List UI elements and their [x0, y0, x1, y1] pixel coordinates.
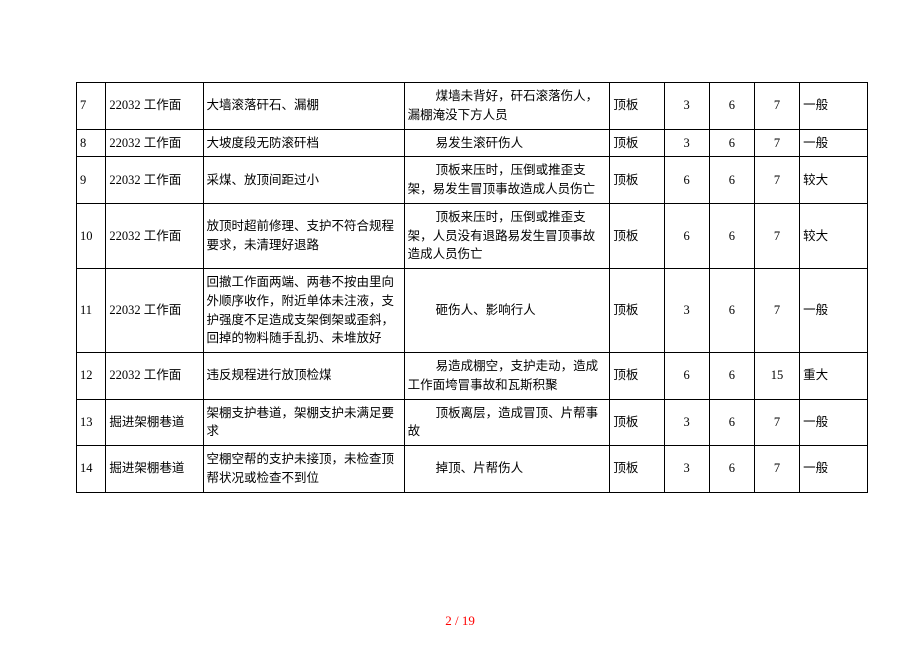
cell-level: 一般 — [800, 129, 868, 157]
cell-location: 22032 工作面 — [106, 129, 203, 157]
cell-C: 15 — [754, 353, 799, 400]
cell-E: 6 — [709, 157, 754, 204]
table-row: 1122032 工作面回撤工作面两端、两巷不按由里向外顺序收作，附近单体未注液，… — [77, 269, 868, 353]
cell-consequence: 易发生滚矸伤人 — [404, 129, 610, 157]
cell-hazard: 放顶时超前修理、支护不符合规程要求，未清理好退路 — [203, 203, 404, 268]
cell-level: 一般 — [800, 83, 868, 130]
table-row: 922032 工作面采煤、放顶间距过小顶板来压时，压倒或推歪支架，易发生冒顶事故… — [77, 157, 868, 204]
cell-consequence: 顶板来压时，压倒或推歪支架，易发生冒顶事故造成人员伤亡 — [404, 157, 610, 204]
cell-index: 12 — [77, 353, 106, 400]
cell-E: 6 — [709, 353, 754, 400]
cell-L: 6 — [664, 203, 709, 268]
table-row: 1222032 工作面违反规程进行放顶检煤易造成棚空，支护走动，造成工作面垮冒事… — [77, 353, 868, 400]
cell-level: 一般 — [800, 446, 868, 493]
cell-type: 顶板 — [610, 446, 664, 493]
cell-C: 7 — [754, 157, 799, 204]
cell-type: 顶板 — [610, 157, 664, 204]
cell-L: 3 — [664, 446, 709, 493]
cell-C: 7 — [754, 399, 799, 446]
cell-consequence: 顶板来压时，压倒或推歪支架，人员没有退路易发生冒顶事故造成人员伤亡 — [404, 203, 610, 268]
cell-L: 3 — [664, 399, 709, 446]
cell-C: 7 — [754, 203, 799, 268]
cell-hazard: 架棚支护巷道，架棚支护未满足要求 — [203, 399, 404, 446]
cell-hazard: 违反规程进行放顶检煤 — [203, 353, 404, 400]
page-separator: / — [452, 613, 462, 628]
cell-level: 较大 — [800, 157, 868, 204]
cell-consequence: 煤墙未背好，矸石滚落伤人，漏棚淹没下方人员 — [404, 83, 610, 130]
cell-location: 掘进架棚巷道 — [106, 446, 203, 493]
cell-C: 7 — [754, 446, 799, 493]
cell-L: 3 — [664, 83, 709, 130]
cell-hazard: 空棚空帮的支护未接顶，未检查顶帮状况或检查不到位 — [203, 446, 404, 493]
cell-consequence: 掉顶、片帮伤人 — [404, 446, 610, 493]
table-row: 13掘进架棚巷道架棚支护巷道，架棚支护未满足要求顶板离层，造成冒顶、片帮事故顶板… — [77, 399, 868, 446]
cell-consequence: 易造成棚空，支护走动，造成工作面垮冒事故和瓦斯积聚 — [404, 353, 610, 400]
cell-index: 11 — [77, 269, 106, 353]
cell-index: 10 — [77, 203, 106, 268]
cell-location: 22032 工作面 — [106, 83, 203, 130]
hazard-table: 722032 工作面大墙滚落矸石、漏棚煤墙未背好，矸石滚落伤人，漏棚淹没下方人员… — [76, 82, 868, 493]
cell-type: 顶板 — [610, 399, 664, 446]
cell-E: 6 — [709, 269, 754, 353]
page-total: 19 — [462, 613, 475, 628]
cell-hazard: 采煤、放顶间距过小 — [203, 157, 404, 204]
cell-L: 3 — [664, 129, 709, 157]
cell-E: 6 — [709, 399, 754, 446]
cell-L: 6 — [664, 353, 709, 400]
cell-consequence: 顶板离层，造成冒顶、片帮事故 — [404, 399, 610, 446]
table-row: 14掘进架棚巷道空棚空帮的支护未接顶，未检查顶帮状况或检查不到位掉顶、片帮伤人顶… — [77, 446, 868, 493]
cell-C: 7 — [754, 83, 799, 130]
cell-type: 顶板 — [610, 129, 664, 157]
cell-level: 一般 — [800, 269, 868, 353]
cell-C: 7 — [754, 129, 799, 157]
cell-E: 6 — [709, 446, 754, 493]
table-row: 722032 工作面大墙滚落矸石、漏棚煤墙未背好，矸石滚落伤人，漏棚淹没下方人员… — [77, 83, 868, 130]
cell-location: 22032 工作面 — [106, 203, 203, 268]
cell-level: 较大 — [800, 203, 868, 268]
cell-index: 13 — [77, 399, 106, 446]
cell-location: 22032 工作面 — [106, 269, 203, 353]
cell-hazard: 回撤工作面两端、两巷不按由里向外顺序收作，附近单体未注液，支护强度不足造成支架倒… — [203, 269, 404, 353]
cell-E: 6 — [709, 203, 754, 268]
cell-hazard: 大坡度段无防滚矸档 — [203, 129, 404, 157]
hazard-table-body: 722032 工作面大墙滚落矸石、漏棚煤墙未背好，矸石滚落伤人，漏棚淹没下方人员… — [77, 83, 868, 493]
cell-E: 6 — [709, 83, 754, 130]
cell-consequence: 砸伤人、影响行人 — [404, 269, 610, 353]
cell-E: 6 — [709, 129, 754, 157]
cell-C: 7 — [754, 269, 799, 353]
cell-index: 7 — [77, 83, 106, 130]
cell-index: 14 — [77, 446, 106, 493]
table-row: 1022032 工作面放顶时超前修理、支护不符合规程要求，未清理好退路顶板来压时… — [77, 203, 868, 268]
cell-location: 22032 工作面 — [106, 157, 203, 204]
cell-index: 9 — [77, 157, 106, 204]
cell-L: 6 — [664, 157, 709, 204]
cell-L: 3 — [664, 269, 709, 353]
document-page: 722032 工作面大墙滚落矸石、漏棚煤墙未背好，矸石滚落伤人，漏棚淹没下方人员… — [0, 0, 920, 651]
cell-type: 顶板 — [610, 203, 664, 268]
cell-level: 重大 — [800, 353, 868, 400]
table-row: 822032 工作面大坡度段无防滚矸档易发生滚矸伤人顶板367一般 — [77, 129, 868, 157]
page-footer: 2 / 19 — [0, 613, 920, 629]
cell-type: 顶板 — [610, 269, 664, 353]
cell-type: 顶板 — [610, 353, 664, 400]
cell-hazard: 大墙滚落矸石、漏棚 — [203, 83, 404, 130]
cell-location: 22032 工作面 — [106, 353, 203, 400]
cell-index: 8 — [77, 129, 106, 157]
cell-level: 一般 — [800, 399, 868, 446]
cell-type: 顶板 — [610, 83, 664, 130]
cell-location: 掘进架棚巷道 — [106, 399, 203, 446]
